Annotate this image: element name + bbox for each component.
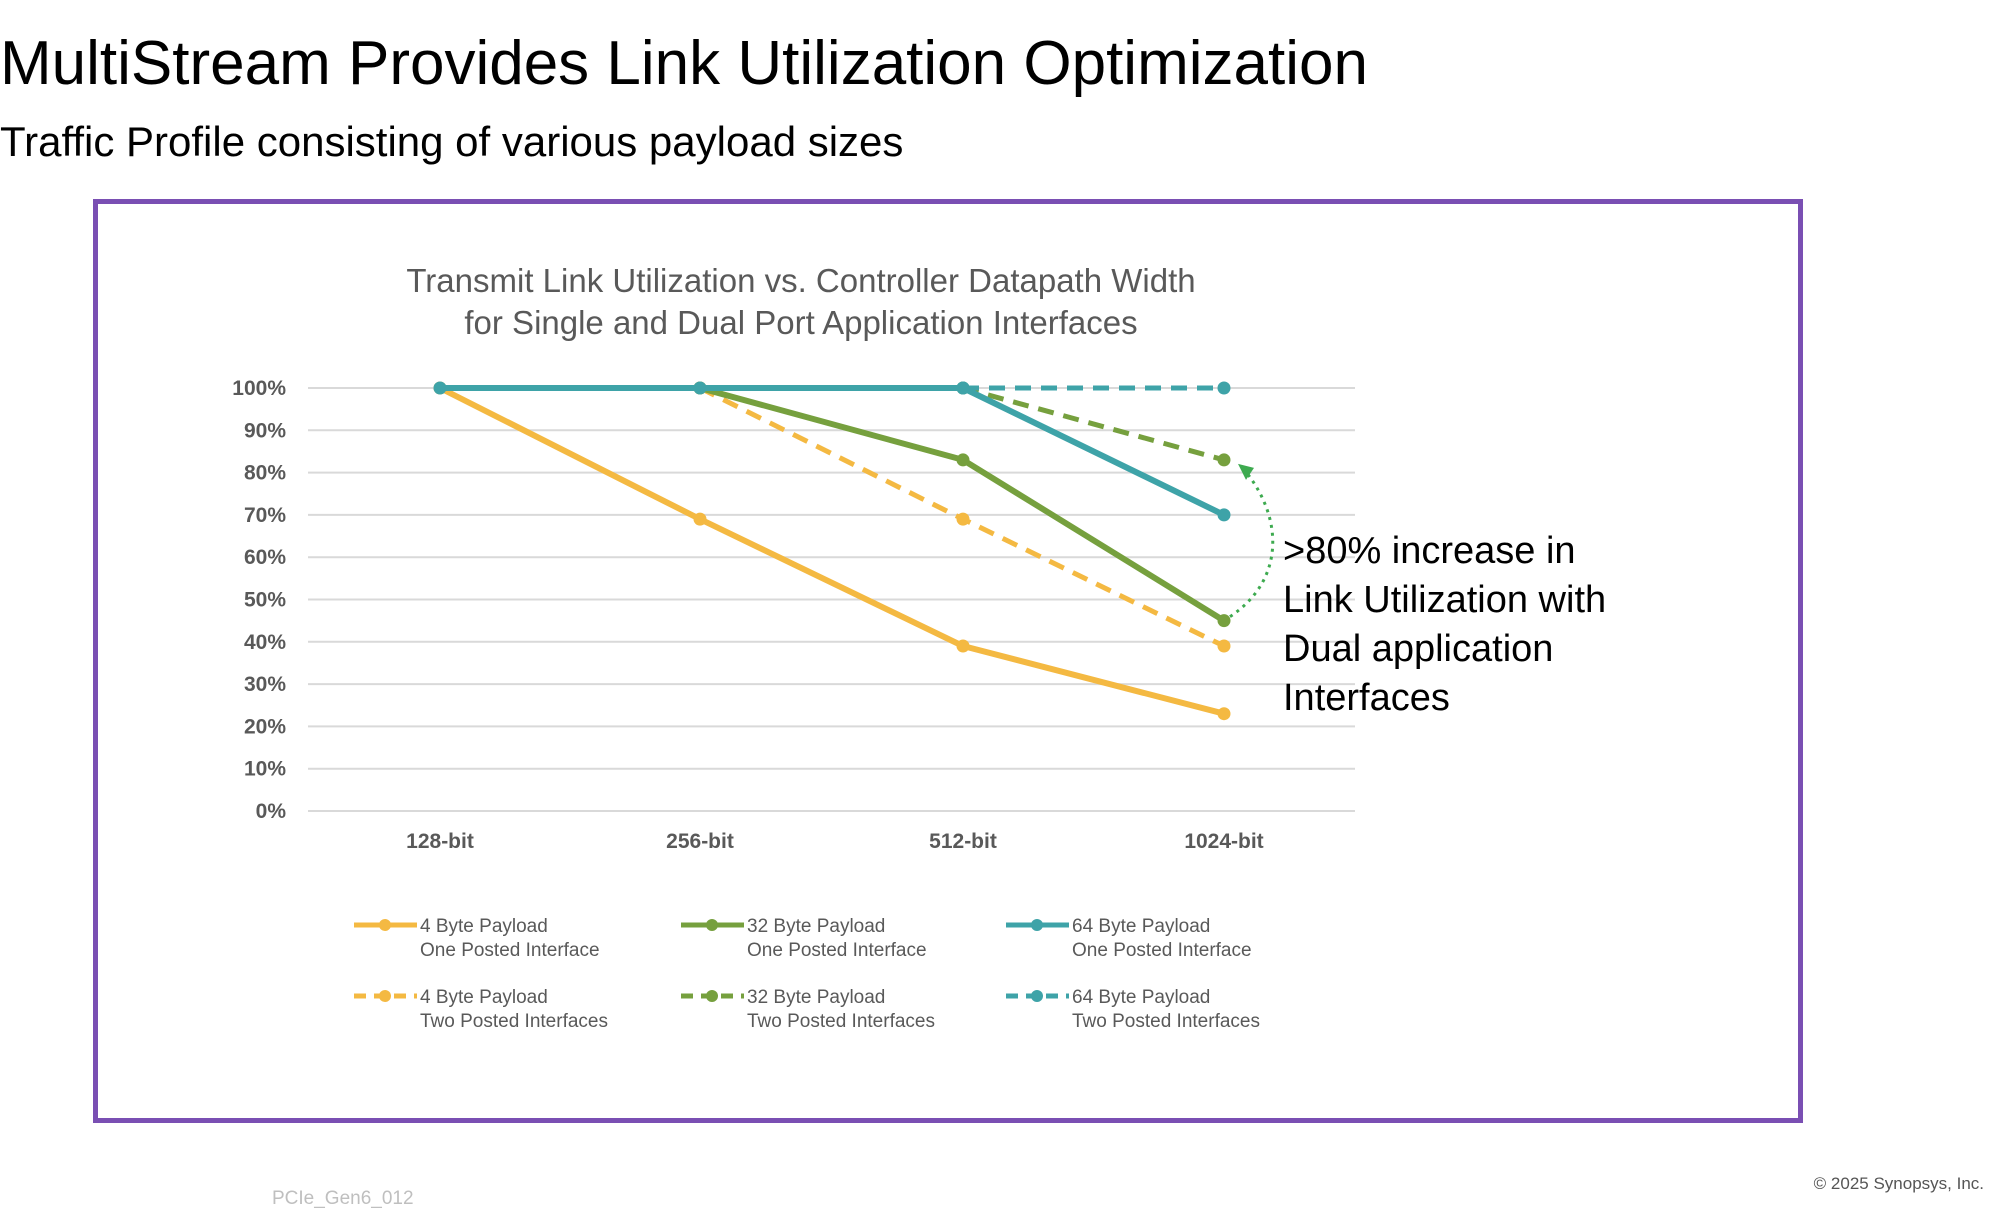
- x-tick-label: 128-bit: [406, 830, 474, 853]
- data-point: [956, 453, 970, 467]
- data-point: [956, 381, 970, 395]
- x-tick-label: 1024-bit: [1184, 830, 1263, 853]
- x-tick-label: 512-bit: [929, 830, 997, 853]
- legend-label: 64 Byte Payload: [1072, 987, 1210, 1008]
- annotation-text: >80% increase in: [1283, 530, 1576, 572]
- legend-label: Two Posted Interfaces: [747, 1011, 935, 1032]
- y-tick-label: 100%: [232, 377, 286, 400]
- slide-id: PCIe_Gen6_012: [272, 1188, 414, 1209]
- annotation-text: Interfaces: [1283, 677, 1450, 719]
- legend-label: Two Posted Interfaces: [420, 1011, 608, 1032]
- legend-label: 64 Byte Payload: [1072, 916, 1210, 937]
- legend-label: Two Posted Interfaces: [1072, 1011, 1260, 1032]
- series-line: [438, 385, 1225, 717]
- series-line: [962, 385, 1225, 463]
- data-point: [956, 512, 970, 526]
- chart-title-line: Transmit Link Utilization vs. Controller…: [406, 262, 1195, 299]
- legend-marker: [706, 990, 718, 1002]
- legend-marker: [1031, 919, 1043, 931]
- y-tick-label: 30%: [244, 673, 286, 696]
- annotation-text: Dual application: [1283, 628, 1553, 670]
- data-point: [1217, 707, 1231, 721]
- chart-frame: [93, 199, 1803, 1123]
- series-line: [440, 385, 1226, 518]
- legend-marker: [379, 990, 391, 1002]
- data-point: [693, 512, 707, 526]
- data-point: [1217, 639, 1231, 653]
- x-tick-label: 256-bit: [666, 830, 734, 853]
- y-tick-label: 50%: [244, 589, 286, 612]
- y-tick-label: 20%: [244, 715, 286, 738]
- legend-label: One Posted Interface: [1072, 940, 1252, 961]
- legend-label: 4 Byte Payload: [420, 987, 548, 1008]
- y-tick-label: 70%: [244, 504, 286, 527]
- annotation-arrow: [1229, 470, 1275, 618]
- y-tick-label: 0%: [256, 800, 287, 823]
- legend-marker: [706, 919, 718, 931]
- data-point: [1217, 381, 1231, 395]
- y-tick-label: 90%: [244, 419, 286, 442]
- chart-title-line: for Single and Dual Port Application Int…: [464, 304, 1137, 341]
- arrowhead-icon: [1238, 463, 1254, 480]
- data-point: [956, 639, 970, 653]
- data-point: [1217, 614, 1231, 628]
- series-line: [699, 385, 1226, 624]
- slide-title: MultiStream Provides Link Utilization Op…: [0, 29, 1368, 98]
- legend-label: One Posted Interface: [420, 940, 600, 961]
- y-tick-label: 10%: [244, 758, 286, 781]
- legend-label: One Posted Interface: [747, 940, 927, 961]
- slide-subtitle: Traffic Profile consisting of various pa…: [0, 118, 904, 165]
- y-tick-label: 40%: [244, 631, 286, 654]
- legend-marker: [379, 919, 391, 931]
- data-point: [1217, 508, 1231, 522]
- legend-label: 32 Byte Payload: [747, 987, 885, 1008]
- data-point: [433, 381, 447, 395]
- data-point: [693, 381, 707, 395]
- legend-label: 32 Byte Payload: [747, 916, 885, 937]
- copyright: © 2025 Synopsys, Inc.: [1813, 1174, 1984, 1193]
- legend-marker: [1031, 990, 1043, 1002]
- data-point: [1217, 453, 1231, 467]
- legend-label: 4 Byte Payload: [420, 916, 548, 937]
- y-tick-label: 60%: [244, 546, 286, 569]
- annotation-text: Link Utilization with: [1283, 579, 1606, 621]
- y-tick-label: 80%: [244, 462, 286, 485]
